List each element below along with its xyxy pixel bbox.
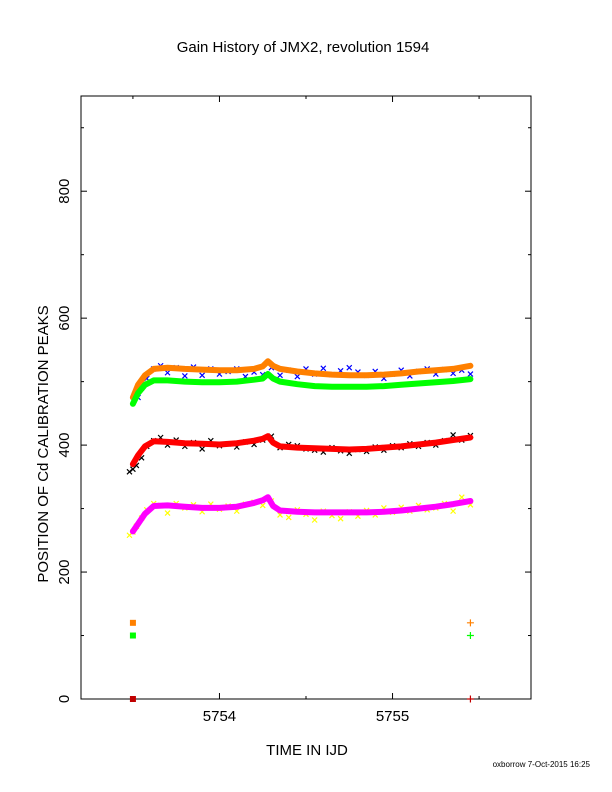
data-point [311,517,318,523]
x-axis-label: TIME IN IJD [266,742,348,759]
x-tick-label: 5754 [203,708,236,725]
plot-area: 0 200 400 600 800 5754 5755 [56,95,532,725]
data-point [320,365,327,372]
data-point [129,696,136,702]
y-tick-label: 0 [56,695,73,703]
footer-timestamp: oxborrow 7-Oct-2015 16:25 [492,760,590,769]
y-tick-label: 200 [56,560,73,585]
series-line [129,433,474,468]
data-point [466,632,474,640]
y-tick-label: 400 [56,433,73,458]
y-tick-label: 800 [56,179,73,204]
series-line [129,371,474,407]
data-point [346,364,353,371]
plot-frame [80,95,532,700]
data-point [277,372,283,379]
data-point [164,369,171,376]
data-point [129,632,136,639]
data-point [337,515,344,522]
data-point [450,432,457,438]
y-tick-label: 600 [56,306,73,331]
data-point [181,372,188,379]
y-axis-label: POSITION OF Cd CALIBRATION PEAKS [35,305,52,582]
data-point [467,371,474,377]
data-point [129,619,136,626]
data-point [199,372,206,379]
series-line [129,358,474,401]
series-line [129,494,474,535]
data-point [466,619,474,627]
data-point [466,695,474,703]
data-point [294,373,301,380]
x-tick-label: 5755 [376,708,409,725]
data-point [450,508,457,515]
chart-title: Gain History of JMX2, revolution 1594 [177,39,430,56]
data-point [164,510,171,516]
data-point [126,468,133,475]
data-point [285,514,292,521]
data-point [199,445,206,452]
data-point [458,494,465,501]
